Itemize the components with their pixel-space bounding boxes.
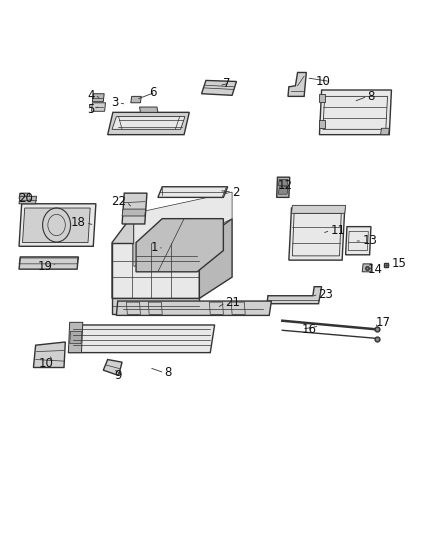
Text: 15: 15 (392, 257, 406, 270)
Text: 3: 3 (111, 96, 119, 109)
Polygon shape (158, 187, 228, 197)
Polygon shape (319, 94, 325, 102)
Polygon shape (112, 243, 199, 298)
Polygon shape (140, 107, 158, 112)
Polygon shape (267, 287, 321, 304)
Text: 9: 9 (115, 369, 122, 382)
Polygon shape (117, 301, 272, 316)
Polygon shape (279, 179, 288, 185)
Text: 6: 6 (149, 86, 157, 99)
Polygon shape (68, 322, 83, 353)
Text: 10: 10 (315, 75, 330, 88)
Text: 19: 19 (37, 260, 52, 273)
Text: 14: 14 (367, 263, 382, 276)
Polygon shape (319, 90, 392, 135)
Polygon shape (199, 219, 232, 298)
Text: 20: 20 (18, 192, 33, 205)
Polygon shape (92, 103, 106, 111)
Polygon shape (381, 128, 389, 135)
Text: 16: 16 (302, 322, 317, 336)
Polygon shape (112, 117, 185, 130)
Polygon shape (362, 264, 372, 272)
Text: 21: 21 (226, 296, 240, 309)
Polygon shape (22, 208, 90, 243)
Text: 5: 5 (87, 103, 95, 116)
Polygon shape (122, 209, 146, 216)
Polygon shape (19, 204, 96, 246)
Polygon shape (134, 192, 232, 266)
Polygon shape (19, 196, 36, 204)
Text: 4: 4 (87, 89, 95, 102)
Polygon shape (68, 325, 215, 353)
Polygon shape (279, 187, 288, 194)
Polygon shape (291, 205, 346, 213)
Polygon shape (319, 120, 325, 128)
Polygon shape (289, 208, 345, 260)
Polygon shape (103, 360, 122, 375)
Text: 8: 8 (367, 90, 375, 103)
Text: 1: 1 (150, 241, 158, 254)
Polygon shape (70, 332, 82, 344)
Text: 17: 17 (375, 316, 390, 329)
Polygon shape (131, 96, 141, 103)
Text: 10: 10 (38, 357, 53, 370)
Text: 2: 2 (232, 185, 240, 199)
Polygon shape (346, 227, 371, 255)
Text: 11: 11 (330, 224, 345, 237)
Polygon shape (277, 177, 290, 197)
Polygon shape (33, 342, 65, 368)
Polygon shape (108, 112, 189, 135)
Polygon shape (288, 72, 306, 96)
Text: 8: 8 (164, 366, 172, 379)
Text: 23: 23 (318, 288, 333, 301)
Polygon shape (112, 213, 134, 298)
Polygon shape (136, 219, 223, 272)
Text: 18: 18 (71, 216, 86, 229)
Polygon shape (201, 80, 237, 95)
Polygon shape (112, 298, 199, 314)
Text: 12: 12 (277, 179, 292, 192)
Text: 7: 7 (223, 77, 231, 90)
Polygon shape (19, 257, 78, 269)
Polygon shape (19, 193, 30, 198)
Text: 13: 13 (362, 235, 377, 247)
Text: 22: 22 (111, 195, 127, 208)
Polygon shape (122, 193, 147, 224)
Polygon shape (92, 94, 104, 102)
